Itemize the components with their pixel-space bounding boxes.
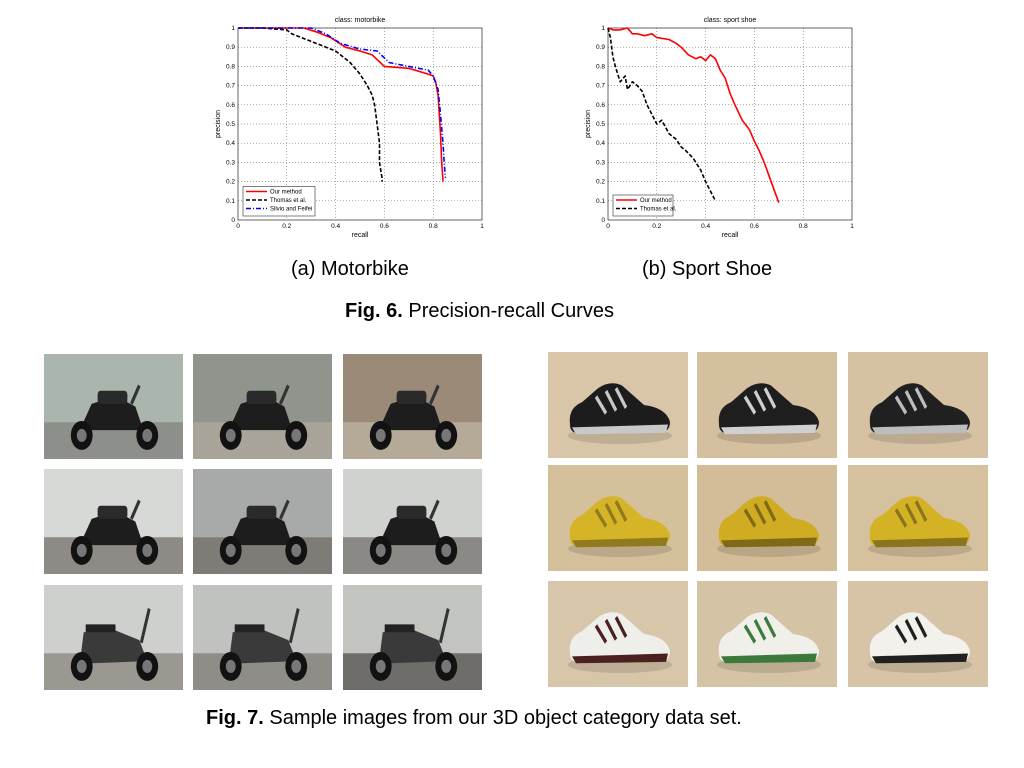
subcaption-sport-shoe: (b) Sport Shoe: [642, 258, 773, 280]
x-tick-label: 0.6: [750, 223, 759, 230]
y-tick-label: 0: [601, 217, 605, 224]
motorbike-sample-image: [343, 354, 482, 459]
x-tick-label: 0.2: [652, 223, 661, 230]
motorbike-sample-image: [44, 354, 183, 459]
x-axis-label: recall: [352, 232, 369, 239]
shoe-sample-image: [548, 352, 688, 458]
figure-7-label: Fig. 7.: [206, 707, 264, 729]
y-tick-label: 0.6: [226, 102, 235, 109]
x-tick-label: 0.8: [429, 223, 438, 230]
y-tick-label: 0.9: [596, 44, 605, 51]
pr-curve-sport-shoe-plot: class: sport shoe 0 0.2 0.4 0.6 0.8 1 0 0.1 0.2 0.…: [585, 17, 854, 239]
shoe-sample-image: [548, 465, 688, 571]
motorbike-sample-image: [343, 469, 482, 574]
figure-7-text: Sample images from our 3D object categor…: [263, 707, 742, 729]
x-tick-label: 1: [480, 223, 484, 230]
y-tick-label: 1: [231, 25, 235, 32]
y-tick-label: 0.2: [226, 179, 235, 186]
y-axis-label: precision: [585, 110, 592, 138]
series-line: [607, 27, 780, 203]
legend-label: Thomas et al.: [270, 198, 307, 204]
x-tick-label: 0.8: [799, 223, 808, 230]
legend-label: Silvio and Feifei: [270, 207, 312, 213]
figure-6-caption: Fig. 6. Precision-recall Curves: [345, 300, 614, 323]
motorbike-sample-image: [44, 585, 183, 690]
y-axis-label: precision: [215, 110, 222, 138]
series-line: [238, 27, 383, 182]
y-tick-label: 0.5: [596, 121, 605, 128]
x-tick-label: 0: [236, 223, 240, 230]
figure-7-caption: Fig. 7. Sample images from our 3D object…: [206, 707, 742, 730]
subcaption-motorbike: (a) Motorbike: [291, 258, 409, 280]
series-line: [607, 27, 717, 202]
y-tick-label: 0.1: [226, 198, 235, 205]
y-tick-label: 0.3: [596, 159, 605, 166]
figure-6-text: Precision-recall Curves: [402, 300, 614, 322]
y-tick-label: 0.4: [226, 140, 235, 147]
pr-curve-motorbike-plot: class: motorbike 0 0.2 0.4 0.6 0.8 1 0 0.1 0.2 0.3…: [215, 17, 484, 239]
motorbike-sample-image: [343, 585, 482, 690]
x-tick-label: 0.4: [701, 223, 710, 230]
x-tick-label: 0.4: [331, 223, 340, 230]
y-tick-label: 0.1: [596, 198, 605, 205]
legend-label: Our method: [640, 198, 672, 204]
y-tick-label: 0.5: [226, 121, 235, 128]
shoe-sample-image: [548, 581, 688, 687]
shoe-sample-image: [848, 581, 988, 687]
y-tick-label: 1: [601, 25, 605, 32]
chart-sport-shoe: class: sport shoe 0 0.2 0.4 0.6 0.8 1 0 0.1 0.2 0.…: [584, 8, 864, 248]
shoe-sample-image: [697, 465, 837, 571]
y-tick-label: 0.7: [596, 83, 605, 90]
motorbike-sample-image: [193, 354, 332, 459]
y-tick-label: 0.7: [226, 83, 235, 90]
motorbike-sample-image: [193, 469, 332, 574]
chart-title: class: motorbike: [335, 17, 386, 24]
shoe-sample-image: [848, 352, 988, 458]
y-tick-label: 0.6: [596, 102, 605, 109]
x-tick-label: 1: [850, 223, 854, 230]
chart-title: class: sport shoe: [704, 17, 757, 24]
y-tick-label: 0.9: [226, 44, 235, 51]
plot-frame: [237, 27, 483, 221]
shoe-sample-image: [697, 352, 837, 458]
motorbike-sample-image: [193, 585, 332, 690]
y-tick-label: 0.4: [596, 140, 605, 147]
plot-frame: [607, 27, 853, 221]
plot-area: [608, 28, 852, 220]
y-tick-label: 0.3: [226, 159, 235, 166]
x-axis-label: recall: [722, 232, 739, 239]
legend-label: Thomas et al.: [640, 207, 677, 213]
y-tick-label: 0.2: [596, 179, 605, 186]
figure-6-label: Fig. 6.: [345, 300, 403, 322]
series-line: [238, 27, 447, 178]
motorbike-sample-image: [44, 469, 183, 574]
x-tick-label: 0.6: [380, 223, 389, 230]
y-tick-label: 0.8: [226, 63, 235, 70]
x-tick-label: 0: [606, 223, 610, 230]
chart-motorbike: class: motorbike 0 0.2 0.4 0.6 0.8 1 0 0.1 0.2 0.3…: [214, 8, 494, 248]
y-tick-label: 0.8: [596, 63, 605, 70]
legend-label: Our method: [270, 190, 302, 196]
shoe-sample-image: [697, 581, 837, 687]
y-tick-label: 0: [231, 217, 235, 224]
shoe-sample-image: [848, 465, 988, 571]
x-tick-label: 0.2: [282, 223, 291, 230]
